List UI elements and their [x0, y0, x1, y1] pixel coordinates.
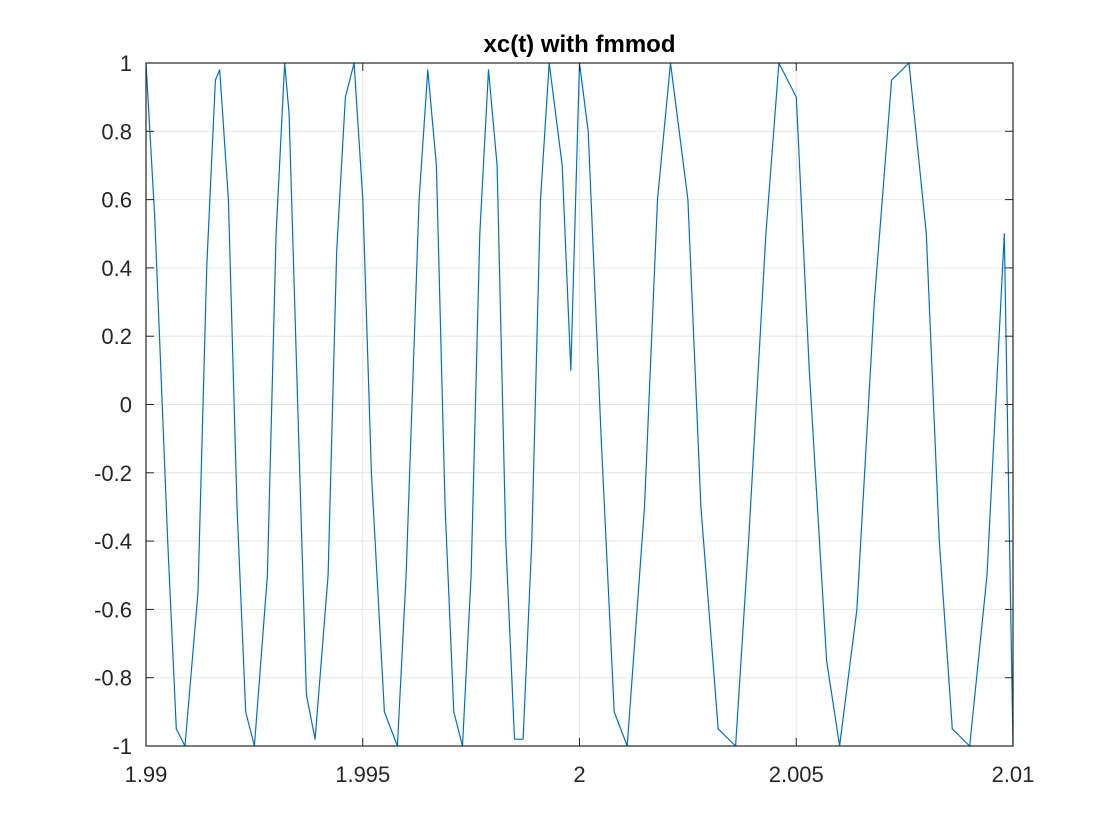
tick-layer: 1.99 1.995 2 2.005 2.01 -1 -0.8 -0.6 -0.4 -0.2 0 0.…	[94, 51, 1034, 787]
y-tick-label: 0.6	[101, 188, 132, 213]
x-tick-label: 1.99	[125, 762, 168, 787]
y-tick-label: -0.4	[94, 529, 132, 554]
series-line	[145, 62, 1014, 747]
y-tick-label: 0.2	[101, 324, 132, 349]
y-tick-label: 1	[120, 51, 132, 76]
y-tick-label: 0.8	[101, 119, 132, 144]
series-layer	[145, 62, 1014, 747]
x-tick-label: 2.005	[769, 762, 824, 787]
y-tick-label: -0.6	[94, 597, 132, 622]
y-tick-label: -1	[112, 734, 132, 759]
y-tick-label: -0.2	[94, 461, 132, 486]
x-tick-label: 2	[573, 762, 585, 787]
y-tick-label: -0.8	[94, 666, 132, 691]
y-tick-label: 0.4	[101, 256, 132, 281]
y-tick-label: 0	[120, 393, 132, 418]
x-tick-label: 2.01	[992, 762, 1035, 787]
x-tick-label: 1.995	[335, 762, 390, 787]
chart-title: xc(t) with fmmod	[484, 31, 676, 58]
